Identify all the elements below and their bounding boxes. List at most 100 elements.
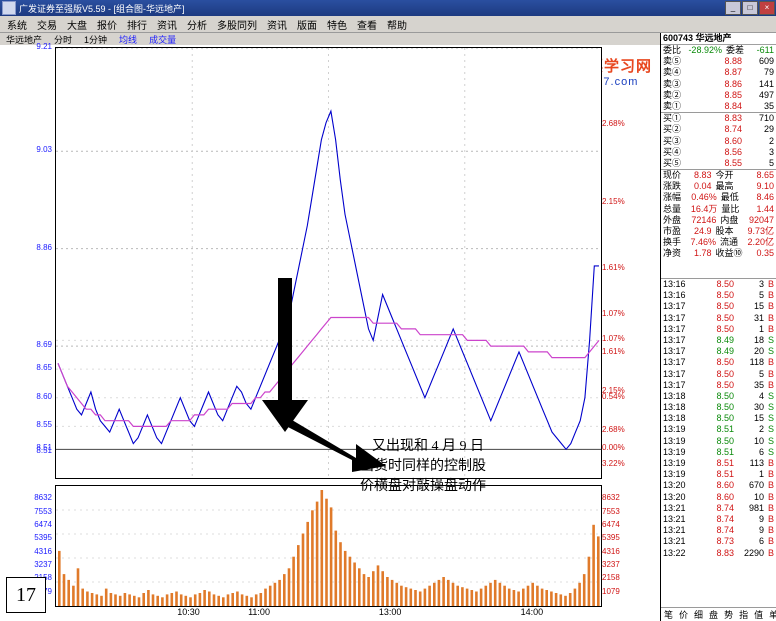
footer-tab-7[interactable]: 单 [769,610,776,620]
tick-row: 13:21 8.74 981 B [663,502,774,513]
price-plot[interactable] [55,47,602,479]
footer-tab-2[interactable]: 细 [694,610,704,620]
close-button[interactable]: × [759,1,775,15]
quote-stat-row: 换手 7.46% 流通 2.20亿 [663,237,774,248]
axis-tick-label: 8.60 [36,391,52,401]
order-book-row: 买② 8.74 29 [663,124,774,135]
footer-tab-0[interactable]: 笔 [664,610,674,620]
window-titlebar: 广发证券至强版V5.59 - [组合图-华远地产] _ □ × [0,0,776,16]
footer-tab-4[interactable]: 势 [724,610,734,620]
axis-tick-label: 5395 [602,533,620,543]
chart-toolbar-ma[interactable]: 均线 [119,34,138,45]
axis-tick-label: 2158 [602,573,620,583]
app-logo-icon [2,1,16,15]
tick-list[interactable]: 13:16 8.50 3 B 13:16 8.50 5 B 13:17 8.50 15 B 13:17 8… [661,278,776,609]
tick-row: 13:19 8.51 6 S [663,446,774,457]
order-book-row: 卖⑤ 8.88 609 [663,56,774,67]
tick-row: 13:19 8.50 10 S [663,435,774,446]
price-series-svg [56,48,601,478]
order-book-row: 卖② 8.85 497 [663,89,774,100]
maximize-button[interactable]: □ [742,1,758,15]
ask-book: 卖⑤ 8.88 609 卖④ 8.87 79 卖③ 8.86 141 卖② 8.85 497 卖① 8.8… [661,56,776,112]
axis-tick-label: 0.00% [602,443,625,453]
menu-bar: 系统 交易 大盘 报价 排行 资讯 分析 多股同列 资讯 版面 特色 查看 帮助 [0,16,776,33]
axis-tick-label: 8.69 [36,340,52,350]
tick-row: 13:21 8.74 9 B [663,525,774,536]
quote-stat-row: 总量 16.4万 量比 1.44 [663,203,775,214]
annotation-arrows [262,278,386,472]
menu-item-7[interactable]: 多股同列 [217,20,257,32]
menu-item-10[interactable]: 特色 [327,20,347,32]
order-book-row: 卖④ 8.87 79 [663,67,774,78]
order-book-row: 买⑤ 8.55 5 [663,157,774,168]
tick-row: 13:22 8.83 2290 B [663,547,774,558]
menu-item-2[interactable]: 大盘 [67,20,87,32]
order-book-row: 卖① 8.84 35 [663,100,774,111]
menu-item-5[interactable]: 资讯 [157,20,177,32]
footer-tab-6[interactable]: 值 [754,610,764,620]
chart-toolbar-intraday[interactable]: 分时 [54,34,73,45]
chart-toolbar-1min[interactable]: 1分钟 [84,34,108,45]
chart-toolbar-stock[interactable]: 华远地产 [6,34,43,45]
menu-item-12[interactable]: 帮助 [387,20,407,32]
quote-stats: 现价 8.83 今开 8.65 涨跌 0.04 最高 9.10 涨幅 0.46% 最低 8.46 总量 1… [661,169,776,260]
order-book-row: 买③ 8.60 2 [663,135,774,146]
volume-plot[interactable] [55,485,602,607]
order-book-row: 买① 8.83 710 [663,113,774,124]
axis-tick-label: 7553 [34,506,52,516]
menu-item-0[interactable]: 系统 [7,20,27,32]
axis-tick-label: 8632 [34,493,52,503]
axis-tick-label: 9.21 [36,42,52,51]
tick-row: 13:20 8.60 10 B [663,491,774,502]
quote-weibi-row: 委比 -28.92% 委差 -611 [661,45,776,56]
minimize-button[interactable]: _ [725,1,741,15]
chart-panel: 华远地产 分时 1分钟 均线 成交量 767股票学习网 www.net767.c… [0,33,661,621]
tick-row: 13:17 8.50 5 B [663,368,774,379]
annotation-line-1: 又出现和 4 月 9 日 [372,439,484,454]
tick-row: 13:17 8.50 1 B [663,323,774,334]
axis-tick-label: 4316 [34,546,52,556]
tick-row: 13:16 8.50 5 B [663,290,774,301]
axis-tick-label: 6474 [602,520,620,529]
volume-series-svg [56,490,601,606]
tick-row: 13:17 8.50 31 B [663,312,774,323]
tick-row: 13:19 8.51 113 B [663,458,774,468]
tick-row: 13:19 8.51 2 S [663,424,774,435]
quote-stat-row: 涨跌 0.04 最高 9.10 [663,181,774,192]
footer-tab-1[interactable]: 价 [679,610,689,620]
menu-item-8[interactable]: 资讯 [267,20,287,32]
axis-tick-label: 8.51 [36,443,52,453]
footer-tab-5[interactable]: 指 [739,610,749,620]
footer-tab-3[interactable]: 盘 [709,610,719,620]
menu-item-9[interactable]: 版面 [297,20,317,32]
page-number: 17 [6,577,46,613]
menu-item-4[interactable]: 排行 [127,20,147,32]
x-axis-tick: 11:00 [248,607,270,617]
axis-tick-label: 1.07% [602,334,625,344]
quote-footer-tabs: 笔 价 细 盘 势 指 值 单 [661,607,776,621]
menu-item-6[interactable]: 分析 [187,20,207,32]
menu-item-11[interactable]: 查看 [357,20,377,32]
tick-row: 13:20 8.60 670 B [663,480,774,491]
axis-tick-label: 4316 [602,546,620,556]
tick-row: 13:17 8.49 20 S [663,346,774,357]
tick-row: 13:17 8.49 18 S [663,334,774,345]
chart-toolbar-volume[interactable]: 成交量 [149,34,177,45]
quote-stat-row: 现价 8.83 今开 8.65 [663,170,774,181]
axis-tick-label: 3.22% [602,459,625,469]
axis-tick-label: 1.61% [602,262,625,272]
menu-item-3[interactable]: 报价 [97,20,117,32]
axis-tick-label: 8.55 [36,420,52,430]
tick-row: 13:18 8.50 4 S [663,390,774,401]
axis-tick-label: 9.03 [36,145,52,155]
order-book-row: 卖③ 8.86 141 [663,78,774,89]
menu-item-1[interactable]: 交易 [37,20,57,32]
weibi-label: 委比 [663,45,682,55]
quote-stat-row: 净资 1.78 收益⑩ 0.35 [663,248,774,259]
weibi-value: -28.92% [688,45,722,55]
axis-tick-label: 6474 [34,520,52,529]
tick-row: 13:18 8.50 15 S [663,413,774,424]
quote-panel: 600743 华远地产 委比 -28.92% 委差 -611 卖⑤ 8.88 609… [661,33,776,621]
tick-row: 13:17 8.50 15 B [663,301,774,312]
